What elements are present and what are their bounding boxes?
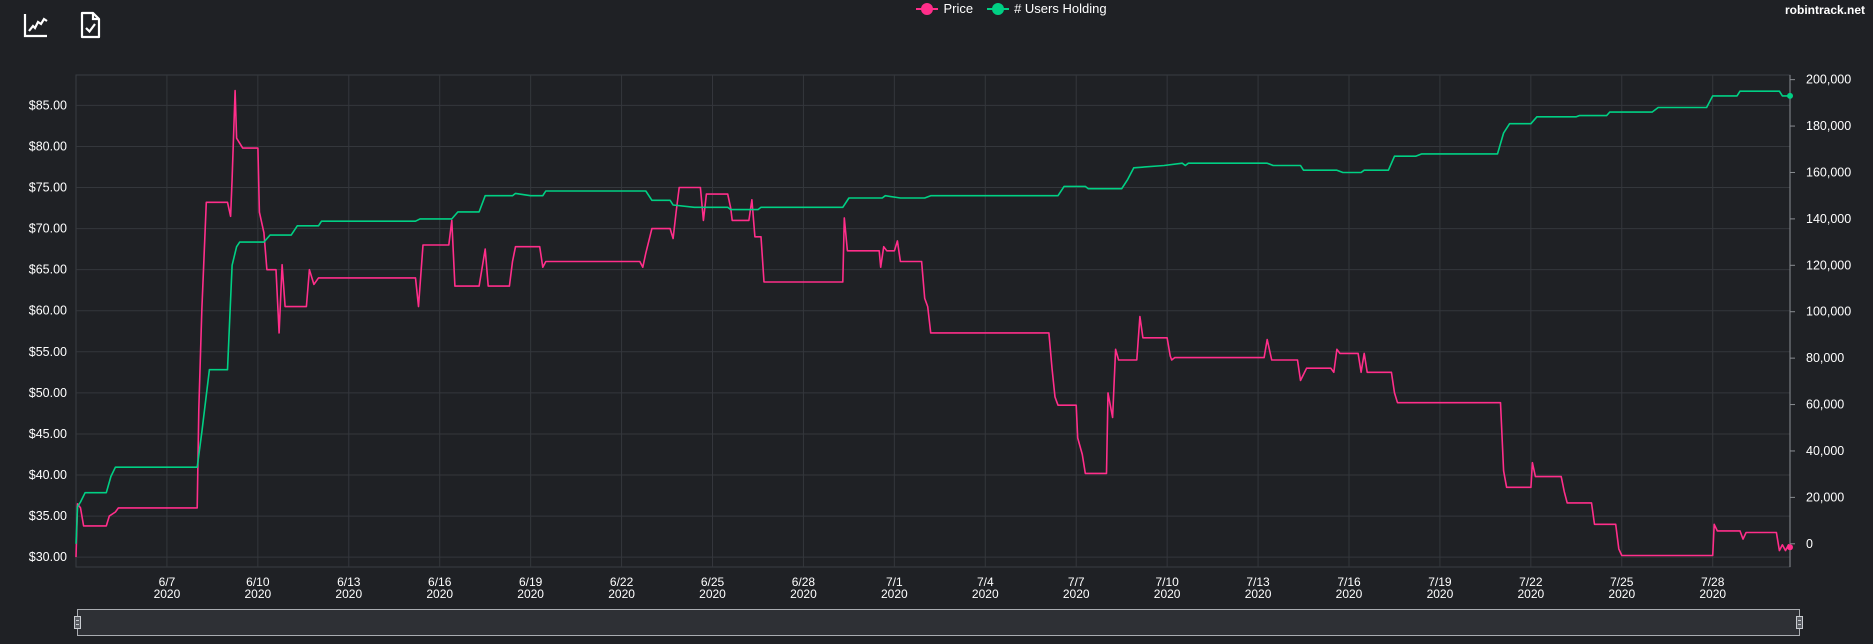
y-right-tick-label: 160,000 [1806, 165, 1851, 179]
x-tick-label: 7/1 [886, 575, 903, 589]
x-tick-year: 2020 [1154, 587, 1181, 600]
x-tick-label: 6/28 [792, 575, 816, 589]
x-tick-year: 2020 [517, 587, 544, 600]
y-right-tick-label: 140,000 [1806, 212, 1851, 226]
export-file-button[interactable] [76, 10, 104, 40]
y-right-tick-label: 40,000 [1806, 444, 1844, 458]
x-tick-label: 7/13 [1246, 575, 1270, 589]
legend-marker-price [916, 2, 939, 16]
x-tick-label: 6/19 [519, 575, 543, 589]
legend-marker-users [987, 2, 1010, 16]
y-right-tick-label: 120,000 [1806, 258, 1851, 272]
series-line-price [75, 89, 1791, 558]
x-tick-label: 6/13 [337, 575, 361, 589]
y-left-tick-label: $80.00 [29, 139, 67, 153]
series-end-point-price [1787, 544, 1793, 551]
x-tick-year: 2020 [699, 587, 726, 600]
y-right-tick-label: 60,000 [1806, 398, 1844, 412]
x-tick-label: 7/28 [1701, 575, 1725, 589]
x-tick-label: 7/16 [1337, 575, 1361, 589]
y-left-tick-label: $85.00 [29, 98, 67, 112]
y-right-tick-label: 200,000 [1806, 73, 1851, 87]
x-tick-year: 2020 [1608, 587, 1635, 600]
x-tick-year: 2020 [426, 587, 453, 600]
x-tick-year: 2020 [245, 587, 272, 600]
legend-item-users[interactable]: # Users Holding [987, 1, 1107, 16]
x-tick-label: 7/10 [1155, 575, 1179, 589]
x-tick-year: 2020 [1336, 587, 1363, 600]
y-left-tick-label: $45.00 [29, 427, 67, 441]
chart-plot: 6/720206/1020206/1320206/1620206/1920206… [29, 73, 1851, 600]
y-right-tick-label: 20,000 [1806, 490, 1844, 504]
x-tick-label: 6/22 [610, 575, 634, 589]
x-tick-label: 6/10 [246, 575, 270, 589]
x-tick-label: 7/25 [1610, 575, 1634, 589]
x-tick-year: 2020 [1699, 587, 1726, 600]
y-left-tick-label: $75.00 [29, 181, 67, 195]
y-left-tick-label: $40.00 [29, 468, 67, 482]
line-chart-icon [23, 14, 48, 38]
brand-label[interactable]: robintrack.net [1784, 3, 1865, 17]
x-tick-year: 2020 [154, 587, 181, 600]
x-tick-year: 2020 [972, 587, 999, 600]
y-left-tick-label: $50.00 [29, 386, 67, 400]
zoom-scrollbar[interactable] [74, 609, 1803, 636]
x-tick-label: 7/4 [977, 575, 994, 589]
x-tick-year: 2020 [1427, 587, 1454, 600]
x-tick-year: 2020 [608, 587, 635, 600]
x-tick-label: 7/19 [1428, 575, 1452, 589]
x-tick-label: 6/16 [428, 575, 452, 589]
y-right-tick-label: 0 [1806, 537, 1813, 551]
x-tick-year: 2020 [335, 587, 362, 600]
x-tick-label: 6/7 [159, 575, 176, 589]
y-left-tick-label: $60.00 [29, 304, 67, 318]
x-tick-year: 2020 [1245, 587, 1272, 600]
legend-label-users: # Users Holding [1014, 1, 1107, 16]
y-left-tick-label: $55.00 [29, 345, 67, 359]
x-tick-year: 2020 [1518, 587, 1545, 600]
x-tick-label: 6/25 [701, 575, 725, 589]
series-end-point-users [1787, 92, 1793, 99]
file-check-icon [80, 11, 101, 39]
chart-legend: Price # Users Holding [0, 1, 1873, 16]
x-tick-year: 2020 [1063, 587, 1090, 600]
x-tick-label: 7/22 [1519, 575, 1543, 589]
zoom-handle-left[interactable] [74, 616, 81, 629]
legend-label-price: Price [943, 1, 974, 16]
toolbar [22, 10, 104, 40]
x-tick-year: 2020 [881, 587, 908, 600]
y-left-tick-label: $70.00 [29, 222, 67, 236]
series-line-users [75, 90, 1790, 544]
line-chart-button[interactable] [22, 10, 50, 40]
x-tick-label: 7/7 [1068, 575, 1085, 589]
x-tick-year: 2020 [790, 587, 817, 600]
legend-item-price[interactable]: Price [766, 1, 973, 16]
y-left-tick-label: $65.00 [29, 263, 67, 277]
y-left-tick-label: $35.00 [29, 509, 67, 523]
y-right-tick-label: 80,000 [1806, 351, 1844, 365]
zoom-handle-right[interactable] [1796, 616, 1803, 629]
y-right-tick-label: 100,000 [1806, 305, 1851, 319]
y-left-tick-label: $30.00 [29, 550, 67, 564]
y-right-tick-label: 180,000 [1806, 119, 1851, 133]
plot-area [75, 74, 1791, 568]
